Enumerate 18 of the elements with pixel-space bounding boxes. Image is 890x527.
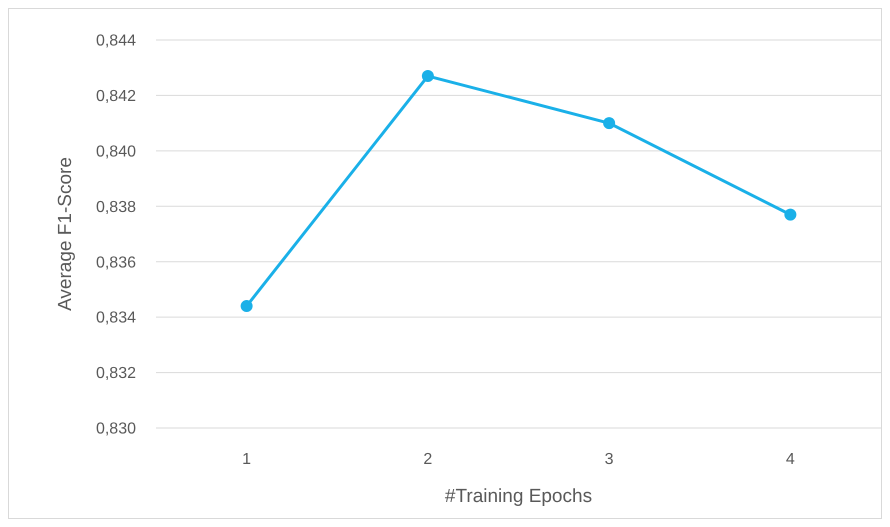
y-tick-label: 0,842 [96, 88, 136, 106]
y-axis-title: Average F1-Score [55, 157, 76, 311]
point [422, 70, 434, 82]
y-tick-label: 0,836 [96, 254, 136, 272]
point [240, 300, 253, 312]
y-tick-label: 0,838 [96, 198, 136, 216]
y-tick-label: 0,844 [96, 32, 136, 50]
x-tick-label: 3 [604, 451, 614, 468]
point [784, 208, 796, 221]
x-axis-title: #Training Epochs [444, 486, 592, 507]
x-tick-label: 4 [786, 451, 795, 468]
y-tick-label: 0,832 [96, 365, 136, 382]
y-tick-label: 0,834 [96, 310, 136, 327]
x-tick-label: 2 [423, 451, 432, 468]
y-tick-label: 0,840 [96, 143, 136, 160]
x-tick-label: 1 [242, 451, 252, 468]
y-tick-label: 0,830 [96, 420, 136, 438]
point [603, 117, 616, 130]
